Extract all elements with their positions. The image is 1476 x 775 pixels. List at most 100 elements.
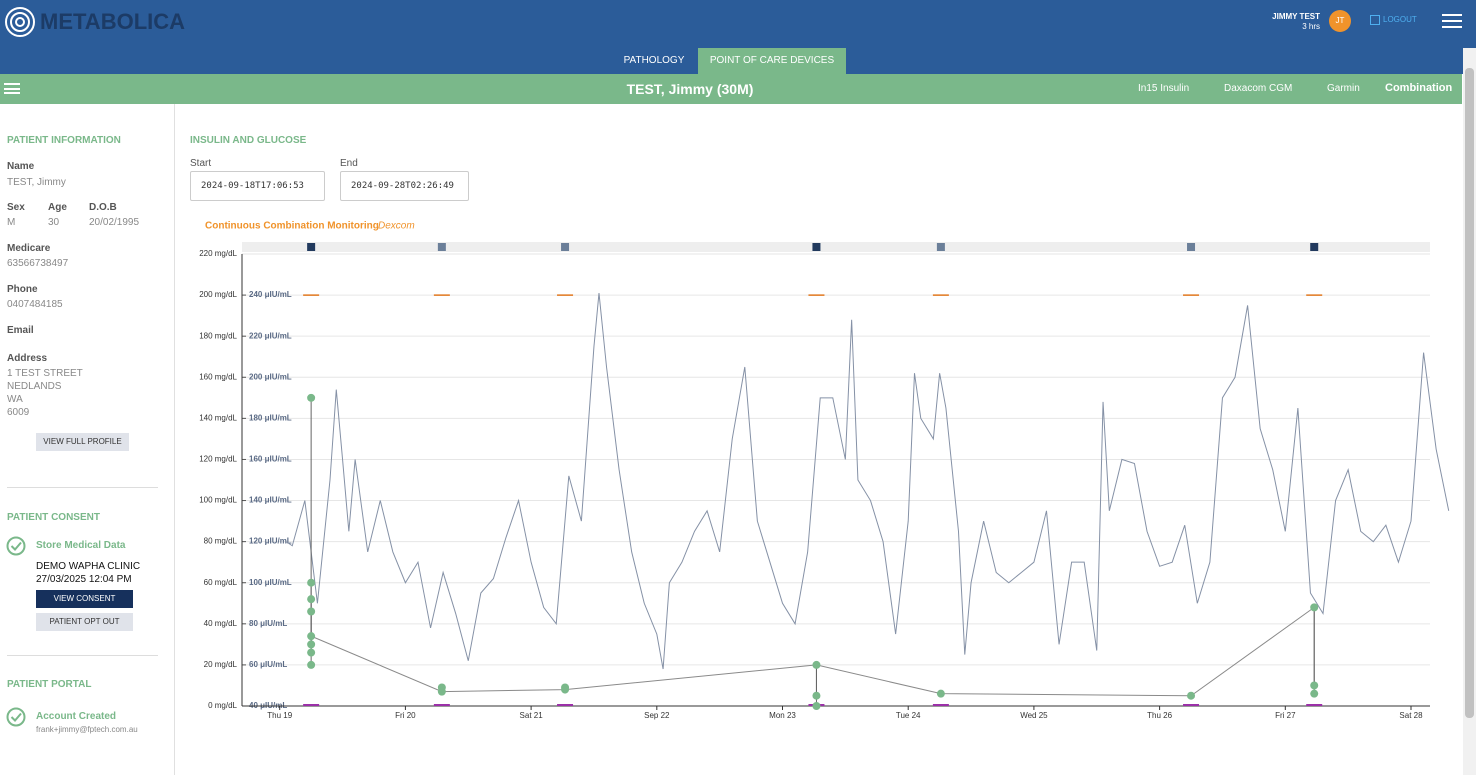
y2-tick-label: 220 μIU/mL xyxy=(249,331,292,340)
y2-tick-label: 60 μIU/mL xyxy=(249,660,287,669)
x-tick-label: Thu 19 xyxy=(267,711,292,720)
insulin-point xyxy=(812,660,821,669)
portal-status: Account Created xyxy=(36,711,117,722)
divider xyxy=(7,655,158,656)
event-marker xyxy=(936,243,945,251)
insulin-point xyxy=(307,607,316,616)
y-tick-label: 0 mg/dL xyxy=(208,701,237,710)
insulin-point xyxy=(561,683,570,692)
label: D.O.B xyxy=(89,202,117,213)
label: Start xyxy=(190,158,212,169)
end-input[interactable]: 2024-09-28T02:26:49 xyxy=(340,171,469,201)
value: 30 xyxy=(48,217,60,228)
y2-tick-label: 120 μIU/mL xyxy=(249,537,292,546)
portal-email: frank+jimmy@fptech.com.au xyxy=(36,725,138,734)
y2-tick-label: 200 μIU/mL xyxy=(249,372,292,381)
insulin-line xyxy=(310,606,1315,697)
brand: METABOLICA xyxy=(40,9,186,34)
x-tick-label: Sep 22 xyxy=(644,711,670,720)
value: TEST, Jimmy xyxy=(7,177,66,188)
y2-tick-label: 240 μIU/mL xyxy=(249,290,292,299)
menu-icon[interactable] xyxy=(1442,14,1462,28)
label: Address xyxy=(7,353,48,364)
insulin-point xyxy=(1310,603,1319,612)
label: Medicare xyxy=(7,243,51,254)
section-title: PATIENT PORTAL xyxy=(7,679,92,690)
session: 3 hrs xyxy=(1302,22,1320,31)
insulin-point xyxy=(307,393,316,402)
insulin-point xyxy=(1310,689,1319,698)
nav-bar xyxy=(0,74,1462,104)
section-title: INSULIN AND GLUCOSE xyxy=(190,135,307,146)
x-tick-label: Wed 25 xyxy=(1020,711,1048,720)
insulin-point xyxy=(812,702,821,710)
list-icon[interactable] xyxy=(4,83,20,94)
y-tick-label: 200 mg/dL xyxy=(199,290,237,299)
label: Phone xyxy=(7,284,38,295)
scrollbar[interactable] xyxy=(1463,48,1476,775)
logout[interactable]: LOGOUT xyxy=(1383,15,1417,24)
y-tick-label: 140 mg/dL xyxy=(199,413,237,422)
value: 6009 xyxy=(7,407,30,418)
insulin-point xyxy=(307,648,316,657)
check-icon xyxy=(6,536,26,556)
y-tick-label: 20 mg/dL xyxy=(204,660,238,669)
logo-icon xyxy=(5,7,35,37)
button[interactable]: VIEW CONSENT xyxy=(36,590,133,608)
label: End xyxy=(340,158,358,169)
button[interactable]: PATIENT OPT OUT xyxy=(36,613,133,631)
insulin-point xyxy=(307,578,316,587)
tab[interactable]: PATHOLOGY xyxy=(623,55,685,66)
insulin-point xyxy=(936,689,945,698)
y-tick-label: 40 mg/dL xyxy=(204,619,238,628)
insulin-point xyxy=(1187,691,1196,700)
patient-title: TEST, Jimmy (30M) xyxy=(626,81,754,97)
chart-subtitle: Dexcom xyxy=(378,221,415,232)
event-marker xyxy=(561,243,570,251)
x-tick-label: Tue 24 xyxy=(896,711,921,720)
chart-title: Continuous Combination Monitoring xyxy=(205,221,379,232)
y-tick-label: 220 mg/dL xyxy=(199,249,237,258)
nav-link[interactable]: Garmin xyxy=(1327,83,1360,94)
y2-tick-label: 100 μIU/mL xyxy=(249,578,292,587)
nav-link[interactable]: In15 Insulin xyxy=(1138,83,1190,94)
section-title: PATIENT INFORMATION xyxy=(7,135,121,146)
y2-tick-label: 80 μIU/mL xyxy=(249,619,287,628)
label: Email xyxy=(7,325,34,336)
insulin-point xyxy=(1310,681,1319,690)
check-icon xyxy=(6,707,26,727)
y-tick-label: 180 mg/dL xyxy=(199,331,237,340)
insulin-point xyxy=(812,691,821,700)
y2-tick-label: 180 μIU/mL xyxy=(249,413,292,422)
glucose-line xyxy=(285,292,1450,670)
label: Age xyxy=(48,202,67,213)
insulin-point xyxy=(437,683,446,692)
x-tick-label: Thu 26 xyxy=(1147,711,1172,720)
label: Name xyxy=(7,161,35,172)
nav-link[interactable]: Daxacom CGM xyxy=(1224,83,1293,94)
event-marker xyxy=(1310,243,1319,251)
value: 1 TEST STREET xyxy=(7,368,83,379)
insulin-point xyxy=(307,595,316,604)
value: 20/02/1995 xyxy=(89,217,140,228)
value: WA xyxy=(7,394,23,405)
consent-date: 27/03/2025 12:04 PM xyxy=(36,574,132,585)
y-tick-label: 100 mg/dL xyxy=(199,496,237,505)
value: 63566738497 xyxy=(7,258,69,269)
y-tick-label: 60 mg/dL xyxy=(204,578,238,587)
label: Sex xyxy=(7,202,25,213)
nav-link[interactable]: Combination xyxy=(1385,82,1453,94)
consent-clinic: DEMO WAPHA CLINIC xyxy=(36,561,141,572)
insulin-point xyxy=(307,632,316,641)
button[interactable]: VIEW FULL PROFILE xyxy=(36,433,129,451)
avatar[interactable]: JT xyxy=(1329,10,1351,32)
tab-active[interactable]: POINT OF CARE DEVICES xyxy=(698,48,846,74)
y-tick-label: 120 mg/dL xyxy=(199,455,237,464)
divider xyxy=(7,487,158,488)
start-input[interactable]: 2024-09-18T17:06:53 xyxy=(190,171,325,201)
event-marker xyxy=(812,243,821,251)
insulin-point xyxy=(307,640,316,649)
x-tick-label: Sat 28 xyxy=(1399,711,1423,720)
y2-tick-label: 140 μIU/mL xyxy=(249,496,292,505)
